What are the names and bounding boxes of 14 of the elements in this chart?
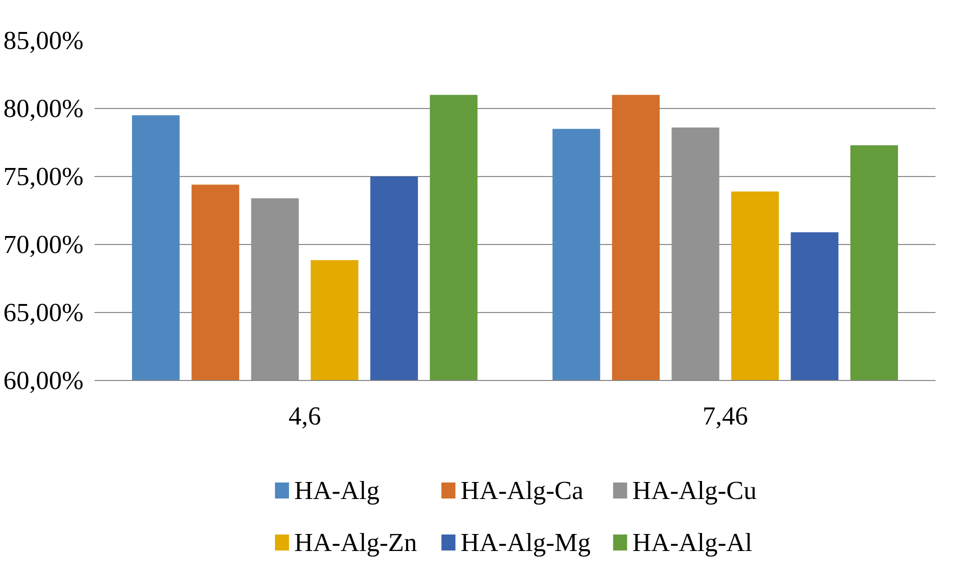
- y-tick-label: 85,00%: [3, 26, 84, 55]
- legend-label: HA-Alg: [294, 476, 380, 505]
- legend-label: HA-Alg-Ca: [460, 476, 584, 505]
- x-tick-label: 7,46: [702, 402, 748, 430]
- legend-label: HA-Alg-Al: [632, 528, 752, 557]
- x-tick-label: 4,6: [288, 402, 321, 430]
- legend-label: HA-Alg-Zn: [294, 528, 418, 557]
- y-tick-label: 65,00%: [3, 298, 84, 327]
- legend-label: HA-Alg-Cu: [632, 476, 757, 505]
- y-tick-label: 75,00%: [3, 162, 84, 191]
- y-tick-label: 60,00%: [3, 366, 84, 395]
- y-tick-label: 70,00%: [3, 230, 84, 259]
- legend-label: HA-Alg-Mg: [460, 528, 591, 557]
- y-tick-label: 80,00%: [3, 94, 84, 123]
